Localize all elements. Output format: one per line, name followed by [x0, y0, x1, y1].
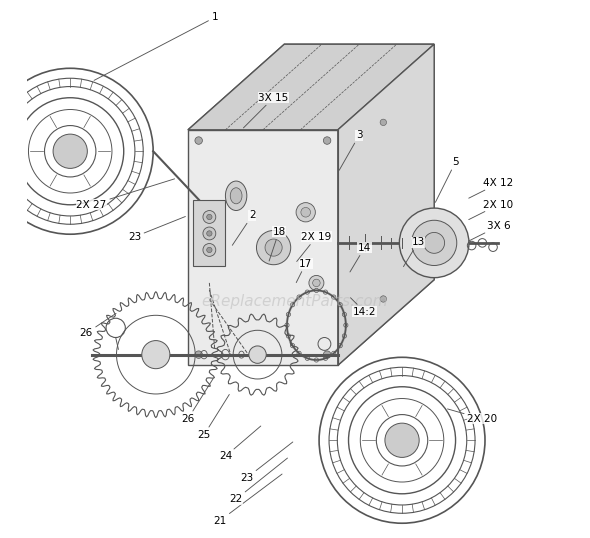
Ellipse shape	[225, 181, 247, 210]
Circle shape	[203, 227, 216, 240]
Circle shape	[323, 137, 331, 144]
Circle shape	[412, 220, 457, 265]
Circle shape	[265, 239, 282, 256]
Text: 14: 14	[350, 243, 371, 272]
Text: 22: 22	[230, 458, 287, 504]
Text: 5: 5	[435, 157, 459, 202]
Polygon shape	[338, 44, 434, 365]
Text: 2X 10: 2X 10	[469, 200, 513, 220]
Circle shape	[301, 208, 310, 217]
Circle shape	[203, 210, 216, 223]
Text: 21: 21	[214, 474, 282, 526]
Circle shape	[399, 208, 469, 278]
Circle shape	[323, 351, 331, 358]
Circle shape	[380, 296, 386, 302]
Text: 3: 3	[339, 130, 362, 170]
Circle shape	[142, 341, 170, 369]
Text: eReplacementParts.com: eReplacementParts.com	[202, 294, 388, 309]
Text: 1: 1	[94, 12, 218, 80]
Text: 26: 26	[80, 313, 116, 338]
Text: 24: 24	[219, 426, 261, 461]
Polygon shape	[188, 44, 434, 130]
Text: 3X 6: 3X 6	[469, 221, 510, 241]
Circle shape	[206, 214, 212, 220]
Circle shape	[385, 423, 419, 457]
Polygon shape	[188, 130, 338, 365]
Text: 25: 25	[198, 394, 230, 440]
Circle shape	[257, 230, 291, 265]
Text: 23: 23	[128, 216, 185, 242]
Text: 17: 17	[296, 259, 312, 282]
Circle shape	[195, 137, 202, 144]
Text: 26: 26	[181, 378, 213, 424]
Text: 23: 23	[240, 442, 293, 483]
Text: 2X 27: 2X 27	[77, 179, 175, 210]
FancyBboxPatch shape	[194, 201, 225, 266]
Text: 3X 15: 3X 15	[244, 93, 289, 128]
Text: 14:2: 14:2	[350, 298, 376, 317]
Text: 18: 18	[269, 226, 286, 261]
Polygon shape	[188, 44, 434, 365]
Ellipse shape	[230, 188, 242, 204]
Text: 4X 12: 4X 12	[469, 179, 513, 198]
Circle shape	[309, 275, 324, 291]
Circle shape	[53, 134, 87, 168]
Circle shape	[206, 247, 212, 253]
Circle shape	[206, 231, 212, 236]
Circle shape	[203, 244, 216, 257]
Circle shape	[296, 203, 315, 222]
Text: 13: 13	[404, 237, 425, 267]
Circle shape	[313, 279, 320, 287]
Circle shape	[195, 351, 202, 358]
Circle shape	[380, 119, 386, 125]
Text: 2X 20: 2X 20	[448, 409, 497, 424]
Circle shape	[249, 346, 266, 363]
Text: 2X 19: 2X 19	[297, 232, 332, 261]
Text: 2: 2	[232, 210, 255, 245]
Circle shape	[424, 232, 445, 253]
